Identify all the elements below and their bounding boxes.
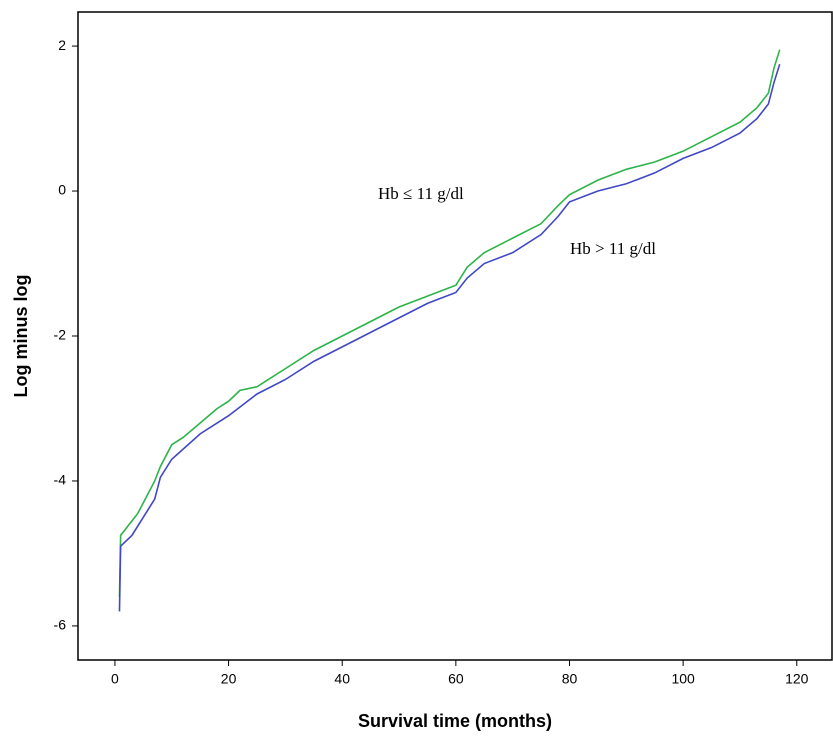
x-tick-label: 120	[785, 671, 809, 687]
y-tick-label: 2	[58, 37, 66, 53]
x-tick-label: 60	[448, 671, 464, 687]
y-tick-label: 0	[58, 182, 66, 198]
plot-frame	[77, 11, 833, 661]
data-line	[118, 49, 781, 597]
y-tick-label: -2	[54, 327, 67, 343]
y-tick-label: -6	[54, 617, 67, 633]
x-axis-label: Survival time (months)	[358, 711, 552, 731]
y-tick-label: -4	[54, 472, 67, 488]
x-tick-label: 80	[562, 671, 578, 687]
annotation: Hb > 11 g/dl	[570, 239, 656, 258]
x-tick-label: 100	[671, 671, 695, 687]
x-tick-label: 40	[334, 671, 350, 687]
x-tick-label: 0	[111, 671, 119, 687]
y-axis-label: Log minus log	[11, 275, 31, 398]
data-line	[118, 63, 781, 612]
annotation: Hb ≤ 11 g/dl	[378, 184, 464, 203]
x-tick-label: 20	[221, 671, 237, 687]
